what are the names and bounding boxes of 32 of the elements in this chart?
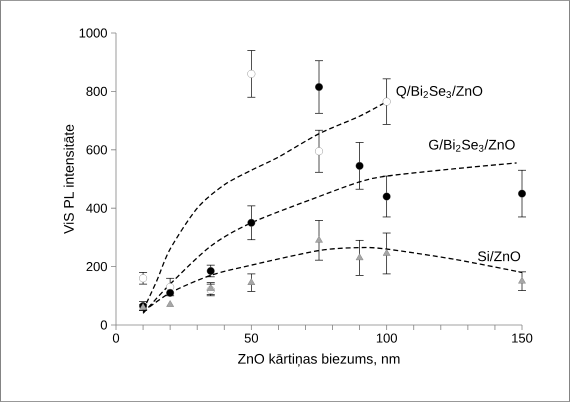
y-axis-title: ViS PL intensitāte <box>64 124 74 234</box>
point <box>382 249 390 256</box>
point <box>382 98 391 106</box>
point <box>518 190 526 198</box>
y-tick-label: 1000 <box>80 28 107 38</box>
point <box>247 218 256 227</box>
y-tick-label: 0 <box>100 320 107 330</box>
point <box>139 274 148 282</box>
x-axis-title: ZnO kārtiņas biezums, nm <box>238 354 400 367</box>
series-label: Si/ZnO <box>478 250 520 262</box>
series-label: Q/Bi$_{2}$Se$_{3}$/ZnO <box>396 86 482 98</box>
point <box>315 147 323 156</box>
y-tick-label: 200 <box>86 262 107 272</box>
point <box>315 83 323 91</box>
x-tick-label: 100 <box>376 334 397 343</box>
point <box>382 192 391 201</box>
y-tick-label: 600 <box>86 145 107 154</box>
point <box>315 236 323 243</box>
point <box>356 253 364 260</box>
y-tick-label: 800 <box>86 86 107 96</box>
point <box>356 162 364 170</box>
point <box>166 288 174 297</box>
point <box>248 278 256 285</box>
y-tick-label: 400 <box>86 204 107 213</box>
x-tick-label: 150 <box>512 334 532 343</box>
point <box>206 266 215 275</box>
x-tick-label: 50 <box>244 334 258 343</box>
series-label: G/Bi$_{2}$Se$_{3}$/ZnO <box>429 139 515 152</box>
x-tick-label: 0 <box>112 334 120 343</box>
point <box>518 276 526 284</box>
point <box>247 70 256 78</box>
point <box>166 300 174 307</box>
